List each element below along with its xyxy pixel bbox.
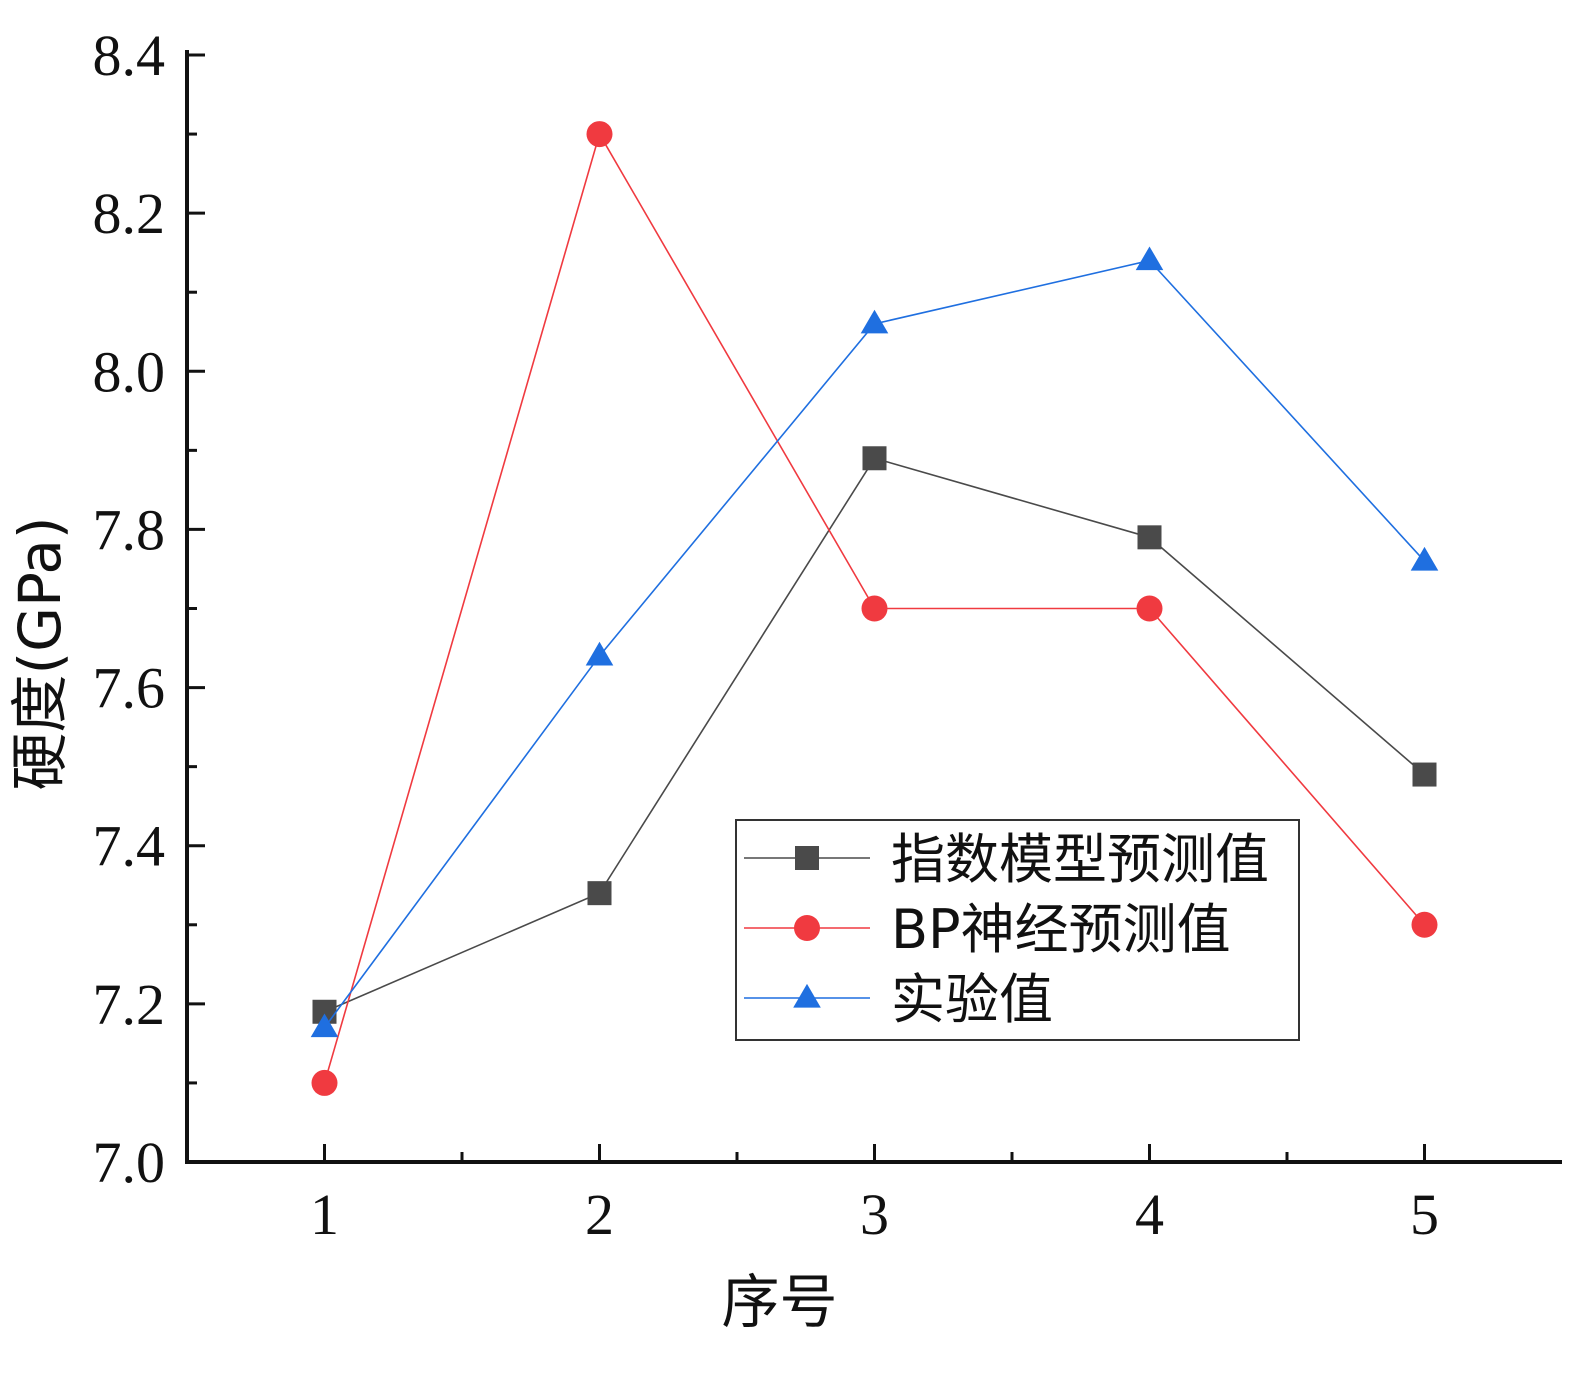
axes: 7.0 7.2 7.4 7.6 7.8 8.0 8.2 8.4 1 2 3 4 5 bbox=[93, 23, 1562, 1247]
data-point-square bbox=[862, 446, 887, 471]
y-tick-label: 7.4 bbox=[93, 814, 166, 879]
data-point-triangle bbox=[1135, 246, 1164, 271]
data-point-circle bbox=[861, 595, 888, 622]
x-tick-label: 4 bbox=[1135, 1182, 1164, 1247]
data-point-square bbox=[1137, 525, 1162, 550]
x-tick-label: 3 bbox=[860, 1182, 889, 1247]
data-point-circle bbox=[586, 121, 613, 148]
legend-item: 指数模型预测值 bbox=[744, 828, 1269, 891]
legend-marker-square bbox=[795, 846, 819, 870]
legend-marker-circle bbox=[794, 915, 820, 941]
y-axis-title: 硬度(GPa) bbox=[6, 516, 74, 790]
legend-marker-triangle bbox=[793, 983, 821, 1008]
y-tick-label: 7.8 bbox=[93, 497, 166, 562]
legend-box bbox=[735, 819, 1300, 1041]
series-layer bbox=[310, 121, 1439, 1096]
y-tick-label: 8.0 bbox=[93, 339, 166, 404]
data-point-triangle bbox=[860, 309, 889, 334]
data-point-circle bbox=[1136, 595, 1163, 622]
y-tick-label: 8.4 bbox=[93, 23, 166, 88]
x-axis-title: 序号 bbox=[721, 1268, 837, 1336]
legend-label: BP神经预测值 bbox=[891, 898, 1231, 961]
data-point-triangle bbox=[310, 1013, 339, 1038]
data-point-square bbox=[1412, 762, 1437, 787]
y-tick-label: 7.0 bbox=[93, 1130, 166, 1195]
data-point-square bbox=[587, 881, 612, 906]
data-point-triangle bbox=[585, 641, 614, 666]
x-tick-label: 1 bbox=[310, 1182, 339, 1247]
y-tick-label: 7.6 bbox=[93, 656, 166, 721]
y-tick-label: 7.2 bbox=[93, 972, 166, 1037]
legend-item: 实验值 bbox=[744, 968, 1053, 1031]
legend-label: 实验值 bbox=[891, 968, 1053, 1031]
data-point-circle bbox=[311, 1069, 338, 1096]
legend-item: BP神经预测值 bbox=[744, 898, 1231, 961]
legend-label: 指数模型预测值 bbox=[891, 828, 1269, 891]
series-3 bbox=[310, 246, 1439, 1038]
data-point-circle bbox=[1411, 911, 1438, 938]
series-2 bbox=[311, 121, 1438, 1096]
y-tick-label: 8.2 bbox=[93, 181, 166, 246]
data-point-triangle bbox=[1410, 546, 1439, 571]
x-tick-label: 2 bbox=[585, 1182, 614, 1247]
x-tick-label: 5 bbox=[1410, 1182, 1439, 1247]
